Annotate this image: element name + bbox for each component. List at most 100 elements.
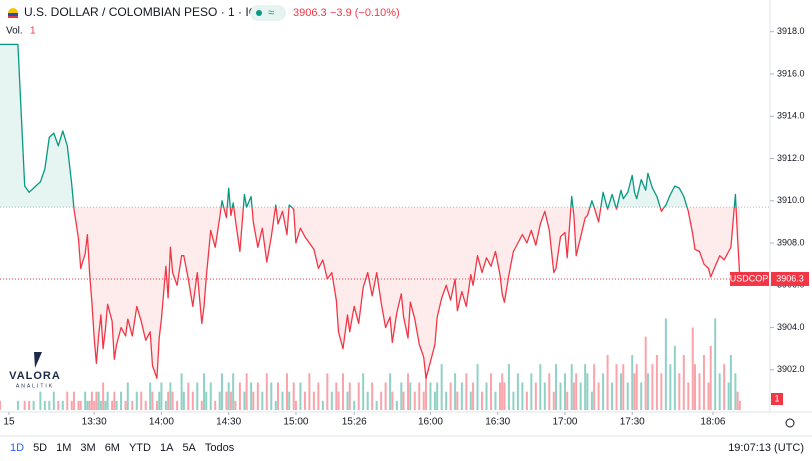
volume-bar bbox=[218, 391, 221, 410]
volume-bar bbox=[691, 327, 694, 410]
volume-bar bbox=[687, 382, 690, 410]
volume-bar bbox=[303, 391, 306, 410]
y-tick-label: 3902.0 bbox=[777, 364, 805, 374]
volume-bar bbox=[622, 364, 625, 410]
volume-bar bbox=[66, 391, 69, 410]
volume-bar bbox=[203, 373, 206, 410]
status-pill[interactable] bbox=[250, 5, 286, 21]
volume-bar bbox=[39, 391, 42, 410]
volume-bar bbox=[312, 391, 315, 410]
status-icon: ≈ bbox=[268, 7, 274, 19]
volume-bar bbox=[277, 382, 280, 410]
volume-bar bbox=[507, 364, 510, 410]
volume-bar bbox=[164, 400, 167, 410]
volume-bar bbox=[281, 391, 284, 410]
volume-bar bbox=[99, 400, 102, 410]
volume-bar bbox=[380, 391, 383, 410]
volume-bar bbox=[485, 382, 488, 410]
volume-bar bbox=[389, 373, 392, 410]
range-button[interactable]: 1A bbox=[160, 442, 174, 454]
volume-bar bbox=[407, 373, 410, 410]
range-button[interactable]: 6M bbox=[105, 442, 120, 454]
volume-bar bbox=[88, 400, 91, 410]
volume-bar bbox=[646, 373, 649, 410]
volume-bar bbox=[584, 364, 587, 410]
volume-bar bbox=[635, 364, 638, 410]
symbol-label: USDCOP bbox=[730, 273, 769, 283]
volume-bar bbox=[723, 364, 726, 410]
range-button[interactable]: YTD bbox=[129, 442, 151, 454]
volume-bar bbox=[346, 391, 349, 410]
volume-bar bbox=[57, 400, 60, 410]
volume-bar bbox=[288, 391, 291, 410]
volume-bar bbox=[326, 373, 329, 410]
volume-bar bbox=[590, 391, 593, 410]
x-tick-label: 14:00 bbox=[149, 417, 174, 428]
volume-bar bbox=[0, 400, 1, 410]
volume-bar bbox=[694, 364, 697, 410]
volume-bar bbox=[391, 391, 394, 410]
volume-bar bbox=[308, 373, 311, 410]
volume-bar bbox=[570, 364, 573, 410]
volume-bar bbox=[729, 355, 732, 410]
volume-bar bbox=[593, 364, 596, 410]
volume-bar bbox=[575, 373, 578, 410]
y-tick-label: 3908.0 bbox=[777, 237, 805, 247]
range-button[interactable]: 5A bbox=[182, 442, 196, 454]
volume-bar bbox=[395, 400, 398, 410]
volume-bar bbox=[72, 391, 75, 410]
volume-bar bbox=[102, 382, 105, 410]
volume-bar bbox=[436, 382, 439, 410]
price-line bbox=[0, 43, 741, 379]
volume-label: Vol. bbox=[6, 26, 23, 37]
volume-bar bbox=[209, 382, 212, 410]
y-tick-label: 3914.0 bbox=[777, 111, 805, 121]
volume-bar bbox=[702, 355, 705, 410]
volume-bar bbox=[718, 373, 721, 410]
last-price: 3906.3 bbox=[293, 7, 327, 19]
range-button[interactable]: 5D bbox=[33, 442, 47, 454]
volume-bar bbox=[158, 391, 161, 410]
volume-bar bbox=[400, 382, 403, 410]
volume-bar bbox=[503, 382, 506, 410]
volume-bar bbox=[673, 345, 676, 410]
volume-bar bbox=[23, 400, 26, 410]
range-button[interactable]: 3M bbox=[80, 442, 95, 454]
x-tick-label: 18:06 bbox=[700, 417, 725, 428]
volume-bar bbox=[214, 400, 217, 410]
volume-bar bbox=[294, 400, 297, 410]
volume-bar bbox=[714, 318, 717, 410]
volume-bar bbox=[707, 382, 710, 410]
volume-bar bbox=[337, 391, 340, 410]
volume-bar bbox=[433, 391, 436, 410]
volume-bar bbox=[191, 391, 194, 410]
volume-bar bbox=[124, 400, 127, 410]
settings-icon[interactable] bbox=[785, 418, 795, 428]
volume-bar bbox=[200, 400, 203, 410]
volume-bar bbox=[664, 318, 667, 410]
y-tick-label: 3910.0 bbox=[777, 195, 805, 205]
volume-bar bbox=[256, 382, 259, 410]
volume-bar bbox=[77, 400, 80, 410]
volume-bar bbox=[250, 382, 253, 410]
range-button[interactable]: 1M bbox=[56, 442, 71, 454]
range-button[interactable]: Todos bbox=[205, 442, 235, 454]
x-tick-label: 17:00 bbox=[552, 417, 577, 428]
price-change: −3.9 (−0.10%) bbox=[330, 7, 400, 19]
volume-bar bbox=[563, 373, 566, 410]
volume-bar bbox=[52, 391, 55, 410]
volume-bar bbox=[530, 373, 533, 410]
volume-bar bbox=[140, 391, 143, 410]
volume-bar bbox=[539, 364, 542, 410]
volume-bar bbox=[292, 382, 295, 410]
volume-tag-label: 1 bbox=[774, 393, 779, 403]
range-button[interactable]: 1D bbox=[10, 442, 24, 454]
symbol-tag bbox=[730, 271, 769, 286]
volume-bar bbox=[559, 382, 562, 410]
volume-bar bbox=[727, 382, 730, 410]
volume-bar bbox=[180, 373, 183, 410]
volume-bar bbox=[16, 400, 19, 410]
volume-bar bbox=[317, 382, 320, 410]
volume-bar bbox=[111, 400, 114, 410]
